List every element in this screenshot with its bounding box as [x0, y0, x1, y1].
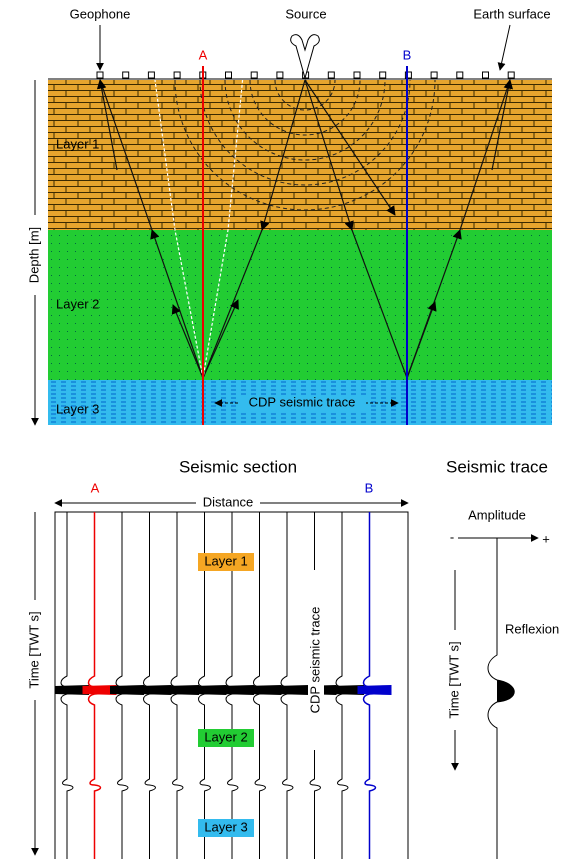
surface-pointer [497, 24, 511, 71]
wavefronts [174, 79, 436, 211]
geophone [353, 71, 361, 79]
source-label: Source [285, 6, 326, 21]
geophone [276, 71, 284, 79]
geophone-label: Geophone [70, 6, 131, 21]
label-a: A [91, 480, 100, 495]
geophone [225, 71, 232, 79]
geophone [379, 71, 387, 79]
trace-lobe [110, 685, 144, 695]
geophone [122, 71, 130, 79]
trace-lobe [497, 680, 515, 702]
geophone [430, 71, 438, 79]
trace-lobe [192, 685, 227, 695]
label-b: B [403, 47, 412, 62]
surface-label: Earth surface [473, 6, 550, 21]
label-a: A [199, 47, 208, 62]
trace-lobe [165, 685, 199, 695]
layer-bg [198, 553, 254, 571]
depth-label: Depth [m] [26, 227, 41, 283]
layer-label: Layer 2 [204, 729, 247, 744]
minus-label: - [450, 529, 454, 544]
trace-time-label: Time [TWT s] [446, 641, 461, 718]
reflexion-label: Reflexion [505, 621, 559, 636]
layer-label: Layer 3 [56, 401, 99, 416]
trace-lobe [275, 685, 309, 695]
cdp-label-bg [238, 395, 366, 411]
geophone [147, 71, 155, 79]
depth-label-bg [28, 215, 42, 295]
geophone [456, 71, 464, 79]
ghost-rays [154, 23, 257, 379]
geophone [404, 71, 412, 79]
layer-label: Layer 2 [56, 296, 99, 311]
geophone [482, 71, 489, 79]
cdp-label: CDP seismic trace [307, 607, 322, 714]
trace-lobe [247, 685, 282, 695]
layer-2 [48, 230, 552, 380]
layer-label: Layer 3 [204, 819, 247, 834]
layer-1 [48, 80, 552, 230]
distance-label: Distance [203, 494, 254, 509]
source-icon [290, 34, 320, 80]
geophone [173, 71, 181, 79]
geophone [507, 71, 515, 79]
trace-lobe [330, 685, 364, 695]
trace-title: Seismic trace [446, 457, 548, 476]
trace-time-bg [448, 630, 462, 730]
rays [96, 79, 514, 379]
layer-label: Layer 1 [56, 136, 99, 151]
trace-lobe [137, 685, 172, 695]
layer-label: Layer 1 [204, 553, 247, 568]
amplitude-label: Amplitude [468, 507, 526, 522]
time-bg [28, 600, 42, 700]
geophone [327, 71, 335, 79]
trace-lobe [82, 685, 117, 695]
section-title: Seismic section [179, 457, 297, 476]
trace-lobe [55, 685, 89, 695]
cdp-bg [308, 570, 324, 750]
distance-bg [196, 495, 260, 511]
cdp-label: CDP seismic trace [249, 394, 356, 409]
layer-bg [198, 729, 254, 747]
geophone [250, 71, 258, 79]
label-b: B [365, 480, 374, 495]
geophone [96, 71, 104, 79]
layer-bg [198, 819, 254, 837]
time-label: Time [TWT s] [26, 611, 41, 688]
trace-lobe [357, 685, 392, 695]
plus-label: + [542, 531, 550, 546]
trace-lobe [220, 685, 254, 695]
